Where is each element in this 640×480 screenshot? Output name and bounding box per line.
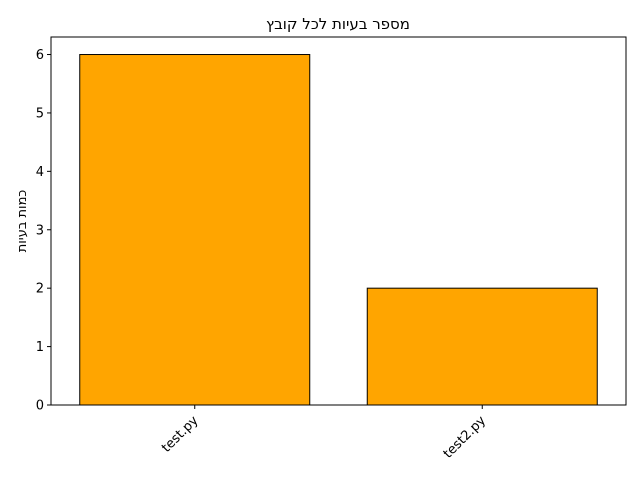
y-tick-label: 4 [36,165,44,180]
chart-title: מספר בעיות לכל קובץ [266,15,410,33]
y-tick-label: 3 [36,223,44,238]
plot-frame [50,36,627,406]
x-tick-label: test.py [159,413,202,456]
y-axis: 0 1 2 3 4 5 6 [36,48,51,414]
y-tick-label: 0 [36,399,44,414]
bar-test-py [79,54,311,406]
y-tick-label: 5 [36,106,44,121]
y-axis-label: כמות בעיות [15,190,30,253]
y-tick-label: 6 [36,48,44,63]
bars-group [79,54,598,406]
x-axis: test.py test2.py [159,405,489,462]
bar-test2-py [366,287,598,406]
y-tick-label: 2 [36,282,44,297]
y-tick-label: 1 [36,340,44,355]
x-tick-label: test2.py [441,413,490,462]
